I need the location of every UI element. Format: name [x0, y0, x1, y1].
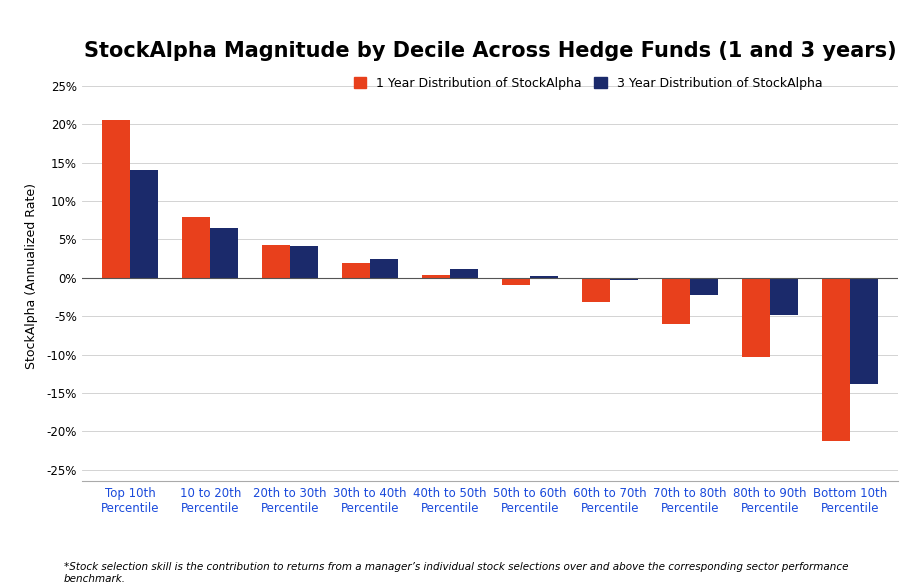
Title: StockAlpha Magnitude by Decile Across Hedge Funds (1 and 3 years): StockAlpha Magnitude by Decile Across He…: [83, 41, 897, 60]
Bar: [850, 278, 878, 384]
Legend: 1 Year Distribution of StockAlpha, 3 Year Distribution of StockAlpha: 1 Year Distribution of StockAlpha, 3 Yea…: [354, 77, 823, 90]
Bar: [262, 245, 290, 278]
Bar: [182, 217, 211, 278]
Y-axis label: StockAlpha (Annualized Rate): StockAlpha (Annualized Rate): [25, 183, 38, 369]
Bar: [343, 263, 370, 278]
Bar: [290, 247, 318, 278]
Text: *Stock selection skill is the contribution to returns from a manager’s individua: *Stock selection skill is the contributi…: [64, 562, 848, 584]
Bar: [370, 259, 398, 278]
Bar: [742, 278, 769, 357]
Bar: [582, 278, 610, 302]
Bar: [769, 278, 798, 315]
Bar: [610, 278, 638, 280]
Bar: [662, 278, 690, 324]
Bar: [690, 278, 718, 295]
Bar: [530, 276, 558, 278]
Bar: [103, 120, 130, 278]
Bar: [130, 170, 158, 278]
Bar: [450, 269, 478, 278]
Bar: [502, 278, 530, 285]
Bar: [822, 278, 850, 441]
Bar: [211, 228, 238, 278]
Bar: [422, 275, 450, 278]
